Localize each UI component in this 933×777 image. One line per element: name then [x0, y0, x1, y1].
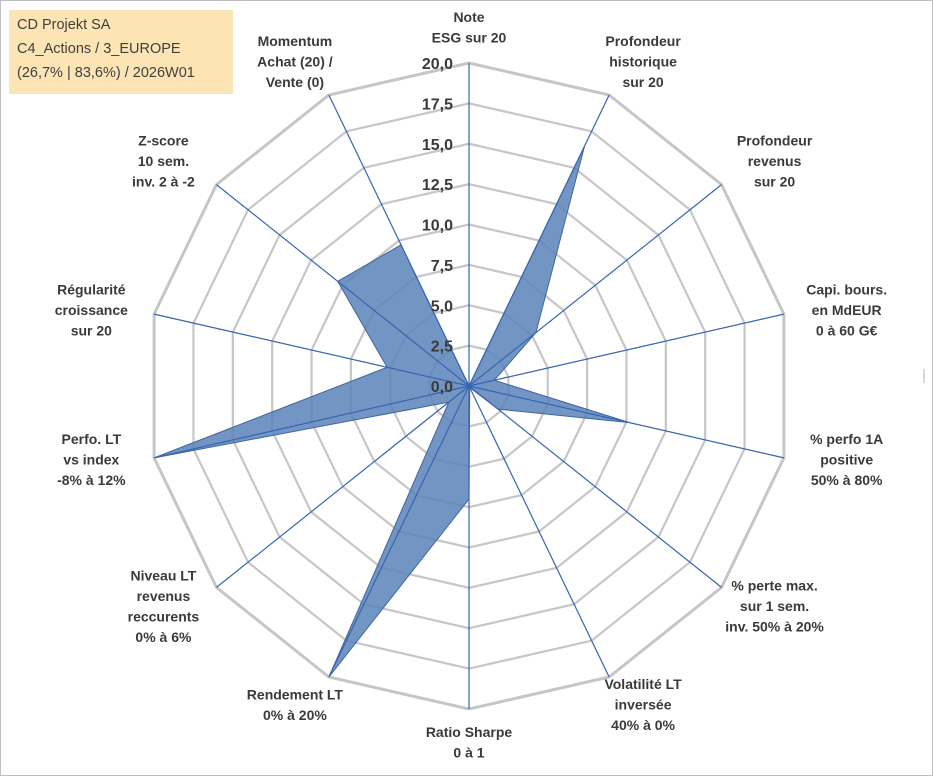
tick-label: 12,5: [422, 177, 453, 194]
axis-label-line: vs index: [63, 452, 119, 468]
axis-label: % perte max. sur 1 sem. inv. 50% à 20%: [725, 578, 824, 635]
axis-label-line: Note: [453, 9, 484, 25]
axis-label-line: inv. 50% à 20%: [725, 619, 824, 635]
axis-label-line: 10 sem.: [138, 153, 189, 169]
axis-label: Perfo. LT vs index -8% à 12%: [57, 431, 126, 488]
axis-label-line: Profondeur: [605, 33, 681, 49]
tick-label: 0,0: [431, 379, 453, 396]
score-line: (26,7% | 83,6%) / 2026W01: [17, 61, 225, 85]
axis-label: Rendement LT 0% à 20%: [247, 686, 344, 723]
tick-label: 5,0: [431, 298, 453, 315]
axis-label-line: Achat (20) /: [257, 53, 333, 69]
axis-label-line: Rendement LT: [247, 686, 344, 702]
axis-label-line: Niveau LT: [130, 567, 196, 583]
axis-label-line: en MdEUR: [812, 302, 882, 318]
tick-label: 2,5: [431, 339, 453, 356]
axis-label: Profondeur revenus sur 20: [737, 132, 813, 189]
axis-label-line: Z-score: [138, 132, 189, 148]
axis-label-line: 0% à 20%: [263, 707, 327, 723]
axis-label-line: sur 20: [622, 74, 663, 90]
axis-label-line: 50% à 80%: [811, 472, 883, 488]
axis-spoke: [329, 386, 469, 677]
axis-label: Volatilité LT inversée 40% à 0%: [604, 676, 682, 733]
axis-label: Capi. bours. en MdEUR 0 à 60 G€: [806, 281, 887, 338]
axis-label: Profondeur historique sur 20: [605, 33, 681, 90]
axis-label-line: Capi. bours.: [806, 281, 887, 297]
axis-spoke: [469, 95, 609, 386]
tick-label: 15,0: [422, 137, 453, 154]
axis-label-line: Perfo. LT: [62, 431, 122, 447]
axis-label-line: 0 à 1: [453, 745, 484, 761]
axis-label-line: Régularité: [57, 281, 126, 297]
axis-label-line: 0% à 6%: [135, 629, 192, 645]
axis-label: % perfo 1A positive 50% à 80%: [810, 431, 883, 488]
axis-label-line: 40% à 0%: [611, 717, 675, 733]
tick-label: 7,5: [431, 258, 453, 275]
resize-handle[interactable]: [923, 369, 925, 383]
axis-label-line: ESG sur 20: [432, 30, 507, 46]
axis-label-line: historique: [609, 53, 677, 69]
tick-label: 10,0: [422, 218, 453, 235]
axis-label-line: sur 1 sem.: [740, 598, 809, 614]
axis-label-line: reccurents: [128, 608, 200, 624]
axis-label-line: Volatilité LT: [604, 676, 682, 692]
axis-label-line: revenus: [748, 153, 802, 169]
axis-label: Z-score 10 sem. inv. 2 à -2: [132, 132, 195, 189]
title-box: CD Projekt SA C4_Actions / 3_EUROPE (26,…: [9, 10, 233, 94]
axis-label-line: croissance: [55, 302, 128, 318]
axis-label-line: inversée: [615, 697, 672, 713]
axis-label-line: % perfo 1A: [810, 431, 883, 447]
axis-label-line: sur 20: [71, 322, 112, 338]
axis-label-line: revenus: [137, 588, 191, 604]
axis-label-line: sur 20: [754, 173, 795, 189]
axis-label-line: positive: [820, 452, 873, 468]
tick-label: 20,0: [422, 56, 453, 73]
axis-label-line: % perte max.: [731, 578, 817, 594]
axis-spoke: [469, 386, 609, 677]
axis-label: Ratio Sharpe 0 à 1: [426, 724, 513, 761]
tick-label: 17,5: [422, 96, 453, 113]
axis-label-line: Profondeur: [737, 132, 813, 148]
category-line: C4_Actions / 3_EUROPE: [17, 37, 225, 61]
company-name: CD Projekt SA: [17, 13, 225, 37]
axis-label: Niveau LT revenus reccurents 0% à 6%: [128, 567, 200, 645]
axis-label: Momentum Achat (20) / Vente (0): [257, 33, 333, 90]
axis-label-line: Ratio Sharpe: [426, 724, 513, 740]
axis-label-line: inv. 2 à -2: [132, 173, 195, 189]
axis-label-line: Vente (0): [266, 74, 324, 90]
axis-label: Régularité croissance sur 20: [55, 281, 128, 338]
axis-label-line: Momentum: [258, 33, 333, 49]
axis-label-line: -8% à 12%: [57, 472, 126, 488]
axis-label-line: 0 à 60 G€: [816, 322, 878, 338]
axis-label: Note ESG sur 20: [432, 9, 507, 46]
